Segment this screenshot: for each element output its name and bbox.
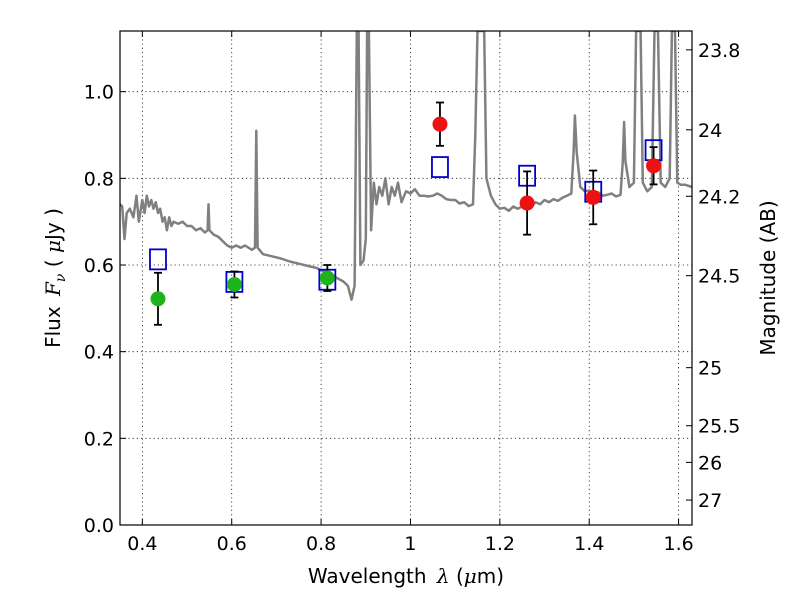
y-axis-label-unit-open: ( [41, 259, 65, 267]
observed-red-point [519, 195, 535, 211]
y2-axis-label: Magnitude (AB) [756, 200, 780, 355]
x-axis-label-lambda: λ [436, 564, 450, 588]
mag-tick-label: 25.5 [698, 416, 740, 438]
observed-green-point [150, 291, 166, 307]
mag-tick-label: 24.2 [698, 186, 740, 208]
y-tick-label: 1.0 [84, 82, 114, 104]
x-axis-label-mu: μ [464, 564, 477, 588]
model-photometry-box [149, 248, 167, 271]
plot-frame [119, 30, 693, 526]
x-tick-label: 0.6 [217, 533, 247, 555]
y-tick-label: 0.2 [84, 428, 114, 450]
series-layer [120, 31, 692, 326]
mag-tick-label: 26 [698, 452, 722, 474]
x-tick-label: 0.4 [127, 533, 157, 555]
x-tick-label: 1.2 [485, 533, 515, 555]
plot-background [120, 31, 692, 525]
y-axis-label-prefix: Flux [41, 306, 65, 348]
mag-tick-label: 23.8 [698, 40, 740, 62]
x-axis-label-unit-open: ( [456, 564, 464, 588]
x-tick-label: 1.6 [663, 533, 693, 555]
x-tick-label: 1.4 [574, 533, 604, 555]
model-photometry-box [431, 156, 449, 178]
y-axis-label: Flux Fν ( μJy ) [41, 208, 69, 348]
y-tick-label: 0.0 [84, 515, 114, 537]
mag-tick-label: 24.5 [698, 266, 740, 288]
y-tick-label: 0.4 [84, 342, 114, 364]
x-axis-label-prefix: Wavelength [308, 564, 427, 588]
y-axis-label-F: F [41, 281, 65, 297]
observed-red-point [432, 116, 448, 132]
mag-tick-label: 25 [698, 358, 722, 380]
x-tick-label: 0.8 [306, 533, 336, 555]
y-axis-label-unit-rest: Jy ) [41, 208, 65, 242]
x-axis-label-unit-rest: m) [477, 564, 504, 588]
mag-tick-label: 24 [698, 120, 722, 142]
observed-red-point [585, 189, 601, 205]
ticks: 0.4 0.6 0.8 1 1.2 1.4 1.6 0.0 0.2 0.4 0.6 0.8 1.0 23.… [84, 31, 740, 555]
mag-tick-label: 27 [698, 490, 722, 512]
x-axis-label: Wavelength λ (μm) [308, 564, 504, 588]
observed-red-point [646, 158, 662, 174]
y-axis-label-mu: μ [41, 240, 65, 253]
observed-green-point [226, 277, 242, 292]
x-tick-label: 1 [404, 533, 416, 555]
y-axis-label-nu: ν [53, 273, 69, 282]
y-tick-label: 0.6 [84, 255, 114, 277]
observed-green-point [319, 270, 335, 286]
model-spectrum-line [120, 31, 692, 301]
y-tick-label: 0.8 [84, 168, 114, 190]
